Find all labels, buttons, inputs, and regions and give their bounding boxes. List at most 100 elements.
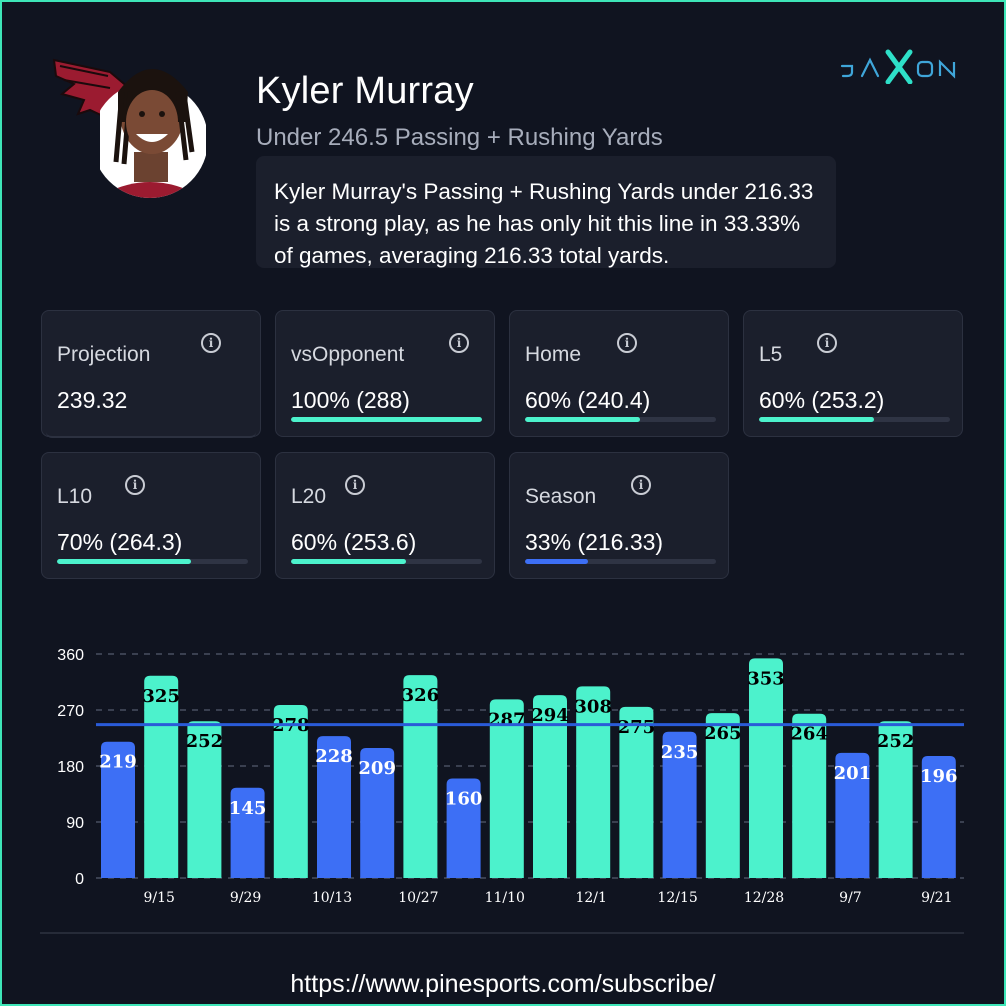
stat-card-value: 239.32 [57, 387, 128, 413]
stat-card-value: 60% (253.2) [759, 387, 885, 413]
x-tick-label: 9/29 [230, 890, 261, 906]
stat-card-label: L5 [759, 343, 783, 366]
stat-card-home: Home i 60% (240.4) [509, 310, 729, 437]
x-tick-label: 10/13 [312, 890, 352, 906]
jaxon-logo [840, 49, 956, 84]
stat-card-l5: L5 i 60% (253.2) [743, 310, 963, 437]
bar-value-label: 145 [229, 798, 267, 819]
progress-fill [525, 559, 589, 564]
bar-value-label: 264 [790, 724, 828, 745]
info-icon[interactable]: i [125, 475, 145, 495]
stat-card-projection: Projection i 239.32 [41, 310, 261, 438]
y-tick-label: 270 [57, 703, 84, 720]
bar-value-label: 294 [531, 705, 569, 726]
progress-fill [525, 417, 640, 422]
stat-card-label: Season [525, 485, 597, 508]
bar-value-label: 196 [920, 766, 958, 787]
bar-value-label: 252 [877, 731, 915, 752]
bar-value-label: 201 [834, 763, 872, 784]
info-icon[interactable]: i [817, 333, 837, 353]
prop-line: Under 246.5 Passing + Rushing Yards [256, 124, 663, 151]
bar-value-label: 252 [186, 731, 224, 752]
x-tick-label: 12/15 [657, 890, 697, 906]
bar-value-label: 326 [402, 685, 440, 706]
bar-value-label: 209 [358, 758, 396, 779]
bar [878, 721, 913, 878]
y-tick-label: 90 [66, 815, 84, 832]
player-name: Kyler Murray [256, 70, 474, 112]
bar [662, 731, 697, 878]
stat-card-value: 60% (240.4) [525, 387, 651, 413]
stat-card-label: L10 [57, 485, 93, 508]
bar-value-label: 228 [315, 746, 353, 767]
stat-card-label: L20 [291, 485, 327, 508]
x-tick-label: 12/1 [575, 890, 606, 906]
bar [489, 699, 524, 878]
y-tick-label: 0 [75, 871, 84, 888]
progress-fill [57, 559, 191, 564]
bar [619, 706, 654, 878]
progress-fill [759, 417, 874, 422]
stat-card-value: 60% (253.6) [291, 529, 417, 555]
bar [705, 713, 740, 878]
x-tick-label: 10/27 [398, 890, 438, 906]
bar [360, 747, 395, 878]
summary-text: Kyler Murray's Passing + Rushing Yards u… [274, 179, 814, 268]
stat-card-l10: L10 i 70% (264.3) [41, 452, 261, 579]
bar [533, 695, 567, 878]
player-avatar [100, 69, 206, 198]
info-icon[interactable]: i [631, 475, 651, 495]
stat-card-value: 100% (288) [291, 387, 410, 413]
bar [749, 658, 783, 878]
progress-track [57, 559, 248, 564]
y-tick-label: 360 [57, 647, 84, 664]
stat-card-value: 33% (216.33) [525, 529, 664, 555]
y-tick-label: 180 [57, 759, 84, 776]
bar [230, 787, 265, 878]
info-icon[interactable]: i [201, 333, 221, 353]
info-icon[interactable]: i [449, 333, 469, 353]
bar-value-label: 219 [99, 752, 137, 773]
x-tick-label: 9/15 [143, 890, 174, 906]
bar-value-label: 353 [747, 668, 785, 689]
subscribe-url[interactable]: https://www.pinesports.com/subscribe/ [290, 970, 716, 998]
bar [273, 705, 308, 878]
progress-track [291, 559, 482, 564]
x-tick-label: 9/21 [921, 890, 952, 906]
bar-value-label: 265 [704, 723, 742, 744]
stat-card-label: vsOpponent [291, 343, 405, 366]
progress-fill [291, 559, 406, 564]
progress-track [525, 559, 716, 564]
progress-fill [291, 417, 482, 422]
bar-value-label: 275 [618, 717, 656, 738]
stat-card-label: Projection [57, 343, 151, 366]
x-tick-label: 9/7 [839, 890, 862, 906]
bar [187, 721, 222, 878]
x-tick-label: 11/10 [485, 890, 525, 906]
progress-track [291, 417, 482, 422]
footer-divider [40, 932, 964, 934]
card-underline [46, 432, 256, 438]
stat-card-l20: L20 i 60% (253.6) [275, 452, 495, 579]
progress-track [759, 417, 950, 422]
stat-card-value: 70% (264.3) [57, 529, 183, 555]
bar [835, 752, 870, 878]
bar-value-label: 308 [574, 696, 612, 717]
bar [101, 741, 135, 878]
info-icon[interactable]: i [617, 333, 637, 353]
stat-card-label: Home [525, 343, 582, 366]
bar [144, 675, 179, 878]
bar-value-label: 325 [142, 686, 180, 707]
bar-value-label: 160 [445, 788, 483, 809]
bar [576, 686, 611, 878]
bar [446, 778, 481, 878]
bar-value-label: 235 [661, 742, 699, 763]
stat-card-vsopponent: vsOpponent i 100% (288) [275, 310, 495, 437]
bar [792, 713, 827, 878]
bar [921, 756, 956, 878]
summary-box: Kyler Murray's Passing + Rushing Yards u… [256, 156, 836, 268]
bar-value-label: 287 [488, 709, 526, 730]
info-icon[interactable]: i [345, 475, 365, 495]
progress-track [525, 417, 716, 422]
